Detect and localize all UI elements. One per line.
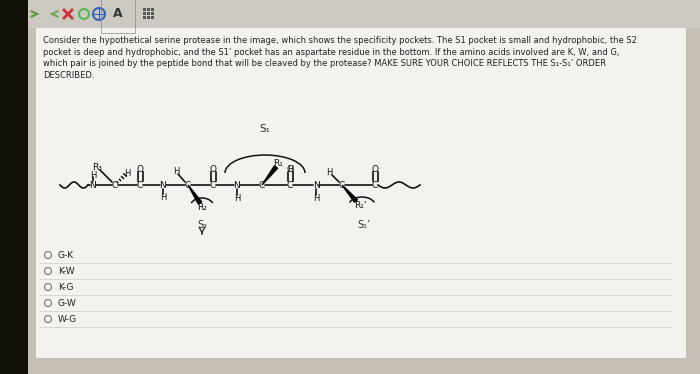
Text: H: H xyxy=(326,168,332,177)
Text: H: H xyxy=(160,193,166,202)
Bar xyxy=(151,12,154,15)
Text: H: H xyxy=(90,171,96,180)
Text: K-W: K-W xyxy=(58,267,75,276)
Text: C: C xyxy=(185,181,191,190)
Bar xyxy=(36,28,686,358)
Text: G-K: G-K xyxy=(58,251,74,260)
Bar xyxy=(151,16,154,19)
Text: C: C xyxy=(259,181,265,190)
Text: O: O xyxy=(209,165,216,174)
Text: C: C xyxy=(112,181,118,190)
Text: R₁': R₁' xyxy=(354,200,366,209)
Text: G-W: G-W xyxy=(58,298,77,307)
Text: S₂: S₂ xyxy=(197,220,207,230)
Text: H: H xyxy=(124,169,130,178)
Text: H: H xyxy=(234,193,240,202)
Bar xyxy=(143,16,146,19)
Text: R₃: R₃ xyxy=(92,162,102,172)
Text: DESCRIBED.: DESCRIBED. xyxy=(43,71,94,80)
Text: C: C xyxy=(210,181,216,190)
Bar xyxy=(143,8,146,11)
Bar xyxy=(147,16,150,19)
Text: O: O xyxy=(372,165,379,174)
Text: O: O xyxy=(286,165,293,174)
Bar xyxy=(0,0,28,374)
Text: R₂: R₂ xyxy=(197,202,207,212)
Text: N: N xyxy=(313,181,319,190)
Text: N: N xyxy=(90,181,97,190)
Text: Consider the hypothetical serine protease in the image, which shows the specific: Consider the hypothetical serine proteas… xyxy=(43,36,637,45)
Text: N: N xyxy=(160,181,167,190)
Text: C: C xyxy=(372,181,378,190)
Text: A: A xyxy=(113,7,122,20)
Text: C: C xyxy=(137,181,143,190)
Polygon shape xyxy=(342,185,358,202)
Text: N: N xyxy=(234,181,240,190)
Text: K-G: K-G xyxy=(58,282,74,291)
Text: C: C xyxy=(287,181,293,190)
Text: H: H xyxy=(173,166,179,175)
Text: H: H xyxy=(313,193,319,202)
Bar xyxy=(147,8,150,11)
Text: C: C xyxy=(339,181,345,190)
Bar xyxy=(147,12,150,15)
Text: S₁’: S₁’ xyxy=(358,220,370,230)
Polygon shape xyxy=(262,166,278,185)
Bar xyxy=(28,0,700,28)
Text: which pair is joined by the peptide bond that will be cleaved by the protease? M: which pair is joined by the peptide bond… xyxy=(43,59,606,68)
Text: pocket is deep and hydrophobic, and the S1’ pocket has an aspartate residue in t: pocket is deep and hydrophobic, and the … xyxy=(43,47,620,56)
Text: S₁: S₁ xyxy=(260,124,270,134)
Text: R₁: R₁ xyxy=(273,159,283,168)
Bar xyxy=(143,12,146,15)
Polygon shape xyxy=(188,185,202,204)
Text: H: H xyxy=(287,165,293,174)
Text: W-G: W-G xyxy=(58,315,77,324)
Bar xyxy=(151,8,154,11)
Text: O: O xyxy=(136,165,144,174)
